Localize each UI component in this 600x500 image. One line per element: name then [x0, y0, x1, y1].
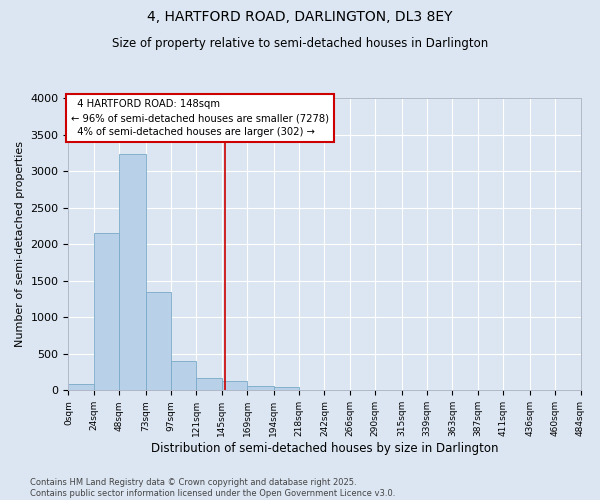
- Text: 4 HARTFORD ROAD: 148sqm
← 96% of semi-detached houses are smaller (7278)
  4% of: 4 HARTFORD ROAD: 148sqm ← 96% of semi-de…: [71, 100, 329, 138]
- Bar: [274, 388, 299, 390]
- Text: Contains HM Land Registry data © Crown copyright and database right 2025.
Contai: Contains HM Land Registry data © Crown c…: [30, 478, 395, 498]
- Y-axis label: Number of semi-detached properties: Number of semi-detached properties: [15, 141, 25, 347]
- Bar: [171, 361, 196, 390]
- Bar: [247, 386, 274, 390]
- Text: Size of property relative to semi-detached houses in Darlington: Size of property relative to semi-detach…: [112, 38, 488, 51]
- Bar: [119, 154, 146, 390]
- Bar: [68, 384, 94, 390]
- Bar: [94, 233, 119, 390]
- Bar: [146, 292, 171, 390]
- Bar: [196, 378, 222, 390]
- Bar: [222, 381, 247, 390]
- X-axis label: Distribution of semi-detached houses by size in Darlington: Distribution of semi-detached houses by …: [151, 442, 498, 455]
- Text: 4, HARTFORD ROAD, DARLINGTON, DL3 8EY: 4, HARTFORD ROAD, DARLINGTON, DL3 8EY: [147, 10, 453, 24]
